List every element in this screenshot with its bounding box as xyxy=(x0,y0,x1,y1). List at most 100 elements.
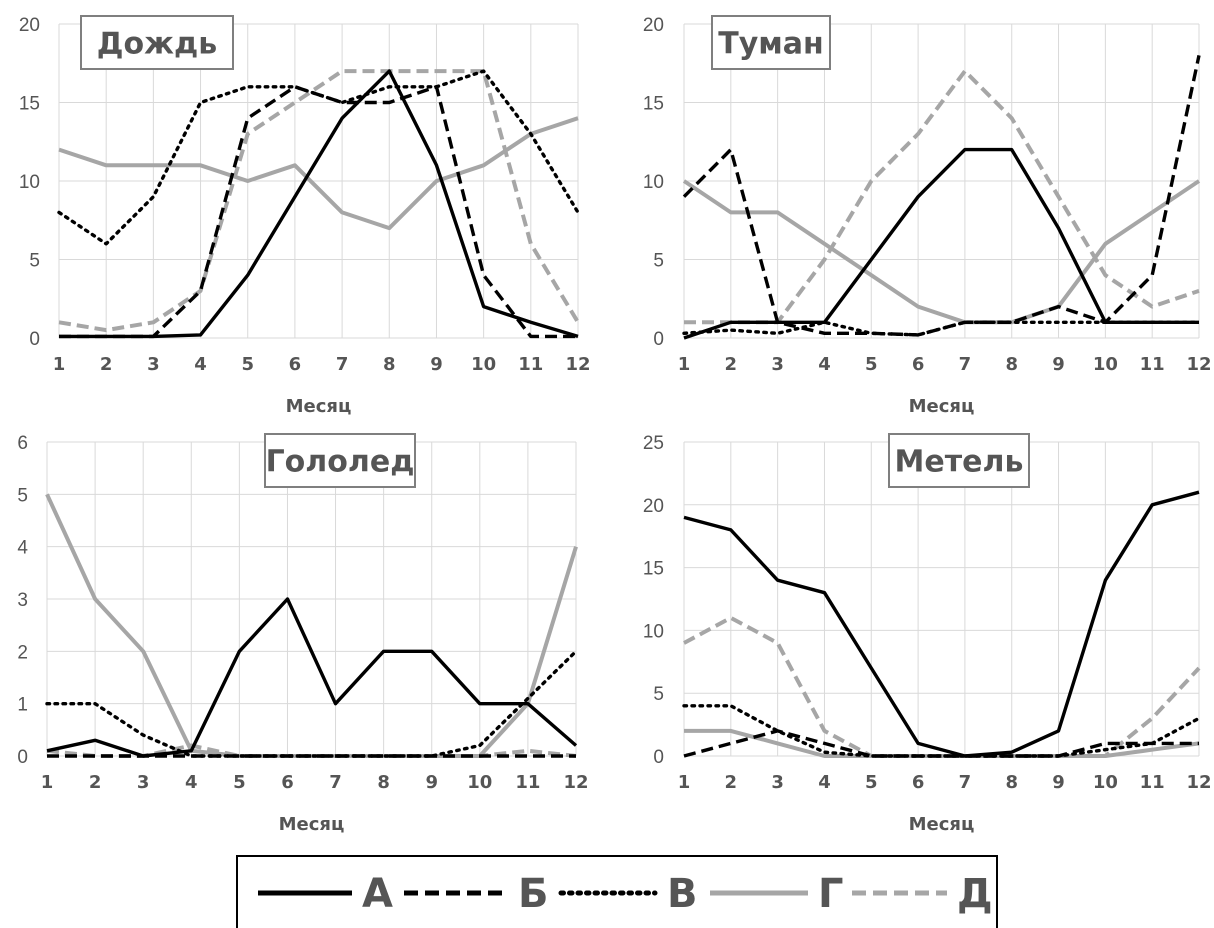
x-tick-label: 7 xyxy=(959,772,972,793)
x-tick-label: 6 xyxy=(289,354,302,375)
x-tick-label: 10 xyxy=(1093,772,1118,793)
x-tick-label: 9 xyxy=(425,772,438,793)
legend: А Б В Г Д xyxy=(236,855,998,928)
x-tick-label: 3 xyxy=(137,772,150,793)
chart-title-box xyxy=(711,15,831,70)
x-tick-label: 10 xyxy=(471,354,496,375)
x-tick-label: 9 xyxy=(430,354,443,375)
x-tick-label: 4 xyxy=(818,772,831,793)
x-axis-label: Месяц xyxy=(909,814,975,835)
y-tick-label: 5 xyxy=(653,251,664,272)
x-tick-label: 3 xyxy=(147,354,160,375)
y-tick-label: 0 xyxy=(17,747,28,768)
x-tick-label: 5 xyxy=(233,772,246,793)
x-tick-label: 4 xyxy=(185,772,198,793)
x-axis-label: Месяц xyxy=(279,814,345,835)
chart-title: Метель xyxy=(895,445,1024,480)
x-tick-label: 3 xyxy=(771,354,784,375)
y-tick-label: 0 xyxy=(653,329,664,350)
x-tick-label: 5 xyxy=(241,354,254,375)
series-line-А xyxy=(46,597,578,758)
x-tick-label: 10 xyxy=(1093,354,1118,375)
x-tick-label: 12 xyxy=(563,772,588,793)
y-tick-label: 4 xyxy=(17,538,28,559)
y-tick-label: 15 xyxy=(19,94,40,115)
x-tick-label: 2 xyxy=(89,772,102,793)
x-tick-label: 8 xyxy=(1005,772,1018,793)
x-tick-label: 7 xyxy=(336,354,349,375)
x-tick-label: 6 xyxy=(912,354,925,375)
x-tick-label: 5 xyxy=(865,772,878,793)
x-tick-label: 12 xyxy=(1186,772,1211,793)
series-line-Б xyxy=(59,85,578,339)
series-line-Д xyxy=(683,615,1201,758)
x-tick-label: 9 xyxy=(1052,354,1065,375)
chart-title-box xyxy=(264,433,416,488)
legend-label-Д: Д xyxy=(957,871,993,917)
y-tick-label: 25 xyxy=(643,433,664,454)
y-tick-label: 15 xyxy=(643,559,664,580)
y-tick-label: 20 xyxy=(19,15,40,36)
y-tick-label: 3 xyxy=(17,590,28,611)
y-tick-label: 5 xyxy=(17,485,28,506)
chart-title-box xyxy=(80,15,234,70)
x-tick-label: 4 xyxy=(818,354,831,375)
series-line-Д xyxy=(684,69,1200,325)
y-tick-label: 10 xyxy=(19,172,40,193)
series-line-Г xyxy=(58,116,579,231)
x-tick-label: 4 xyxy=(194,354,207,375)
x-tick-label: 8 xyxy=(377,772,390,793)
x-tick-label: 7 xyxy=(329,772,342,793)
x-tick-label: 11 xyxy=(518,354,543,375)
y-tick-label: 10 xyxy=(643,172,664,193)
series-line-А xyxy=(683,490,1200,758)
series-line-Г xyxy=(45,493,578,758)
x-tick-label: 5 xyxy=(865,354,878,375)
x-axis-label: Месяц xyxy=(286,396,352,417)
series-line-Б xyxy=(683,729,1199,758)
x-tick-label: 6 xyxy=(281,772,294,793)
y-tick-label: 5 xyxy=(653,684,664,705)
chart-title-box xyxy=(888,433,1030,488)
x-tick-label: 1 xyxy=(678,772,691,793)
chart-title: Туман xyxy=(718,27,824,62)
legend-label-А: А xyxy=(362,871,393,917)
y-tick-label: 20 xyxy=(643,15,664,36)
chart-title: Гололед xyxy=(266,445,415,480)
legend-box xyxy=(236,855,998,928)
x-tick-label: 8 xyxy=(383,354,396,375)
x-tick-label: 1 xyxy=(53,354,66,375)
series-line-В xyxy=(45,649,578,758)
x-tick-label: 12 xyxy=(565,354,590,375)
y-tick-label: 10 xyxy=(643,621,664,642)
x-tick-label: 10 xyxy=(467,772,492,793)
x-axis-label: Месяц xyxy=(909,396,975,417)
x-tick-label: 1 xyxy=(678,354,691,375)
series-line-Б xyxy=(682,55,1201,337)
y-tick-label: 2 xyxy=(17,642,28,663)
x-tick-label: 1 xyxy=(41,772,54,793)
x-tick-label: 7 xyxy=(959,354,972,375)
series-line-А xyxy=(683,147,1199,340)
y-tick-label: 0 xyxy=(653,747,664,768)
y-tick-label: 0 xyxy=(29,329,40,350)
x-tick-label: 2 xyxy=(725,354,738,375)
x-tick-label: 8 xyxy=(1005,354,1018,375)
x-tick-label: 9 xyxy=(1052,772,1065,793)
y-tick-label: 20 xyxy=(643,496,664,517)
series-line-В xyxy=(682,704,1201,758)
series-line-Д xyxy=(58,69,580,333)
x-tick-label: 12 xyxy=(1186,354,1211,375)
x-tick-label: 2 xyxy=(725,772,738,793)
chart-title: Дождь xyxy=(97,27,217,62)
x-tick-label: 3 xyxy=(771,772,784,793)
x-tick-label: 6 xyxy=(912,772,925,793)
x-tick-label: 2 xyxy=(100,354,113,375)
legend-label-В: В xyxy=(667,871,698,917)
series-line-А xyxy=(59,69,579,339)
x-tick-label: 11 xyxy=(1140,354,1165,375)
